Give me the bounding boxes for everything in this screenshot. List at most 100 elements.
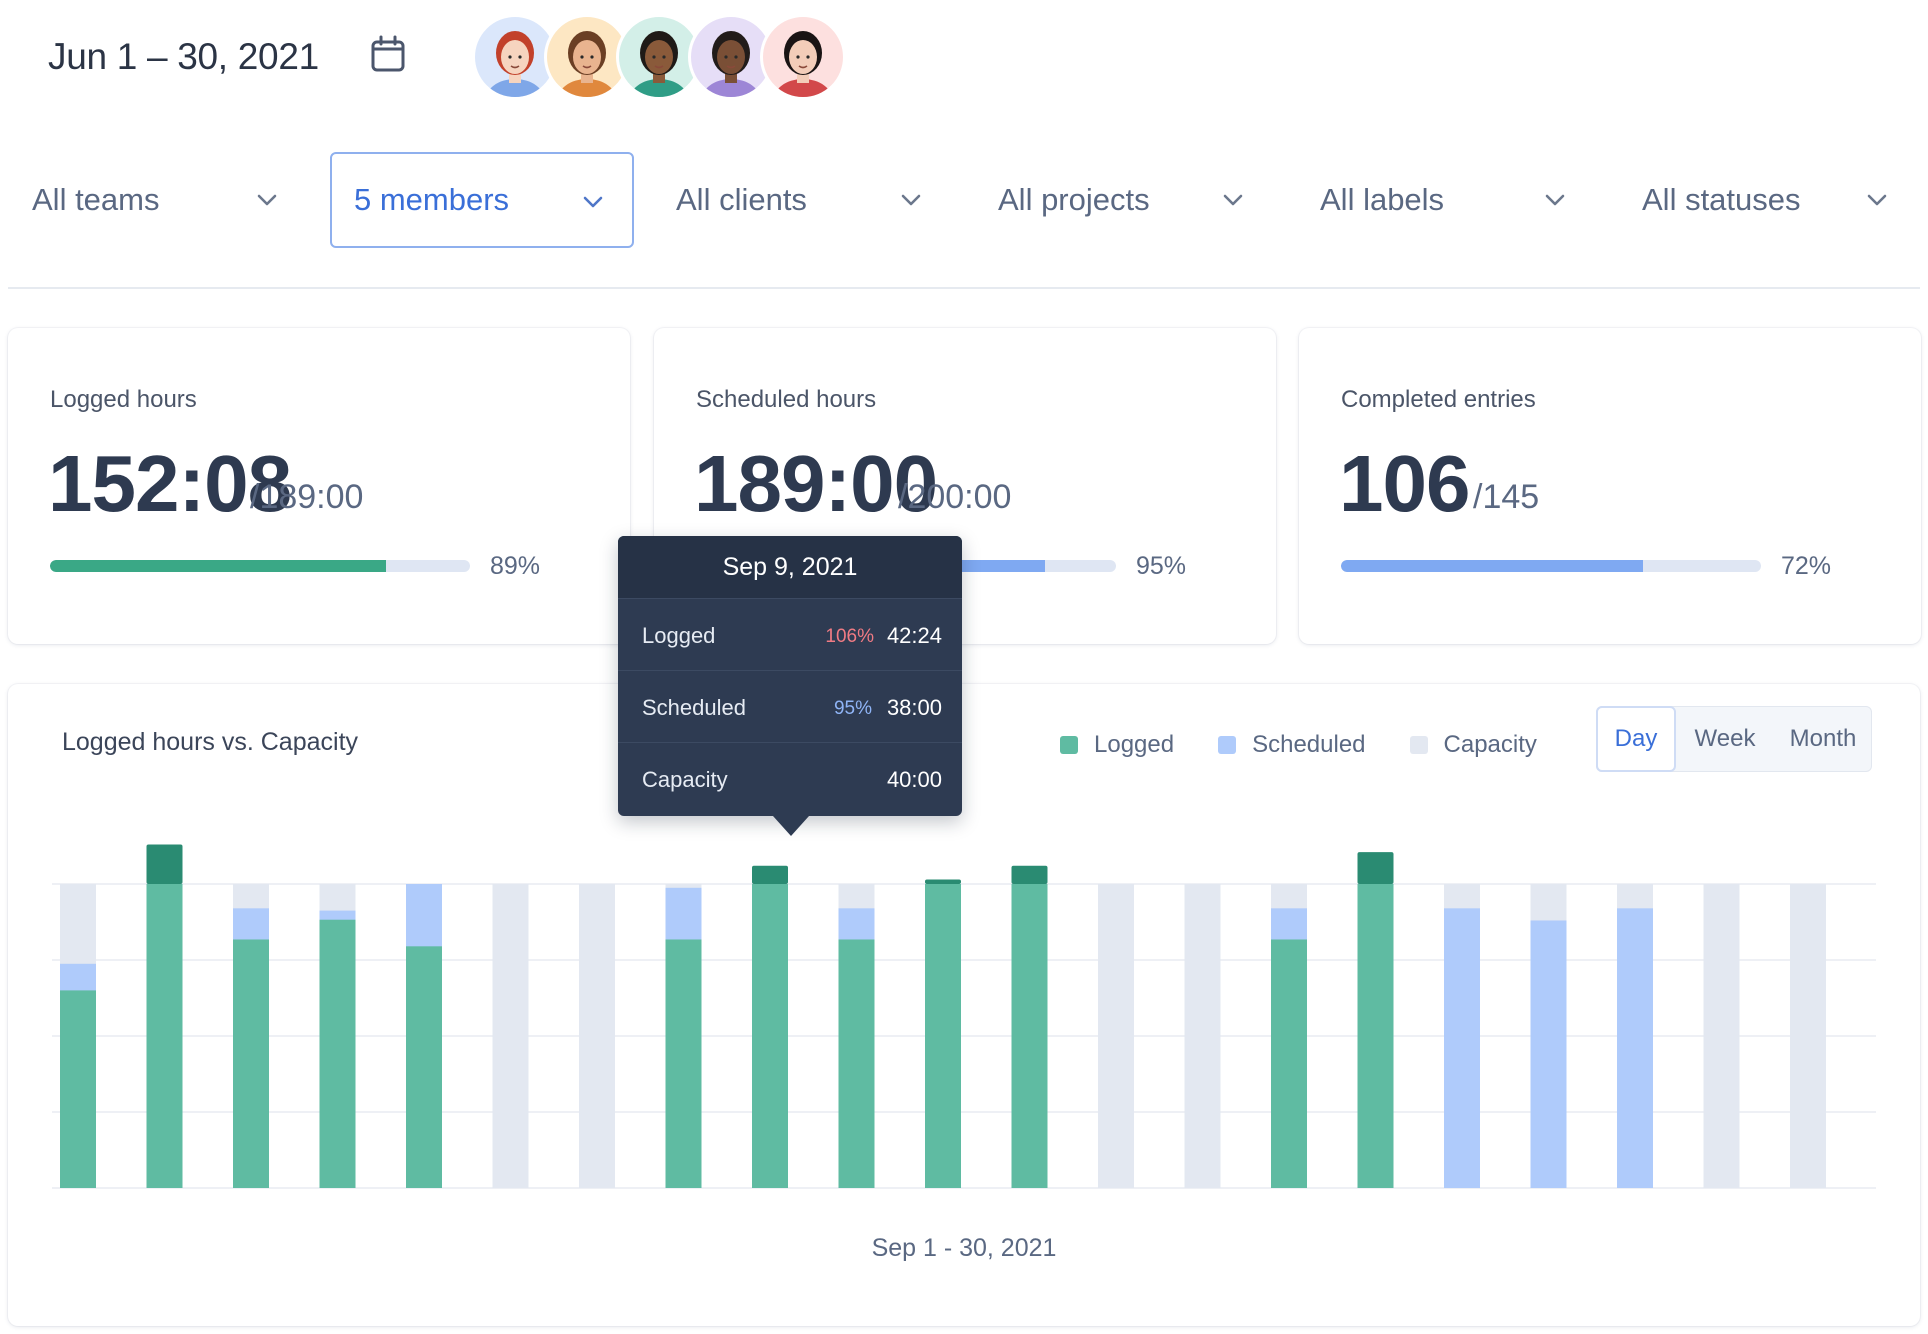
- legend-label: Logged: [1094, 731, 1175, 758]
- avatar-member-5[interactable]: [760, 14, 846, 100]
- legend-swatch: [1409, 736, 1428, 754]
- bar-capacity[interactable]: [492, 884, 529, 1188]
- progress-bar: [50, 560, 470, 572]
- avatar-member-2[interactable]: [544, 14, 630, 100]
- filter-projects-label: All projects: [998, 182, 1150, 217]
- stat-card-title: Scheduled hours: [696, 386, 877, 413]
- granularity-week-button[interactable]: Week: [1694, 725, 1756, 752]
- bar-capacity[interactable]: [1098, 884, 1134, 1188]
- legend-item-scheduled: Scheduled: [1218, 731, 1366, 759]
- chart-title: Logged hours vs. Capacity: [62, 728, 359, 756]
- tooltip-row-logged: Logged 106% 42:24: [618, 598, 962, 670]
- filter-statuses-label: All statuses: [1642, 182, 1801, 217]
- stat-card-total: /200:00: [898, 478, 1012, 516]
- legend-label: Scheduled: [1252, 731, 1366, 758]
- bar-logged[interactable]: [838, 939, 875, 1188]
- chevron-down-icon: [582, 191, 604, 213]
- bar-scheduled[interactable]: [1617, 908, 1653, 1188]
- stat-card-value: 152:08: [48, 439, 292, 528]
- bar-logged[interactable]: [1011, 884, 1048, 1188]
- legend-item-logged: Logged: [1060, 731, 1174, 759]
- granularity-day-button[interactable]: Day: [1596, 706, 1676, 772]
- filter-clients-label: All clients: [676, 182, 807, 217]
- bar-logged[interactable]: [146, 884, 183, 1188]
- filter-labels-label: All labels: [1320, 182, 1445, 217]
- bar-overtime[interactable]: [146, 844, 183, 884]
- filter-projects-dropdown[interactable]: All projects: [998, 152, 1248, 248]
- bar-chart: [52, 844, 1876, 1189]
- bar-capacity[interactable]: [1184, 884, 1221, 1188]
- chart-legend: Logged Scheduled Capacity: [1060, 730, 1581, 760]
- bar-capacity[interactable]: [579, 884, 615, 1188]
- bar-logged[interactable]: [406, 946, 442, 1188]
- avatar-member-1[interactable]: [472, 14, 558, 100]
- filter-teams-dropdown[interactable]: All teams: [32, 152, 282, 248]
- filter-teams-label: All teams: [32, 182, 160, 217]
- bar-overtime[interactable]: [925, 879, 961, 884]
- stat-card-percent: 95%: [1136, 552, 1187, 580]
- bar-logged[interactable]: [1357, 884, 1394, 1188]
- tooltip-row-percent: 106%: [825, 626, 874, 647]
- tooltip-row-value: 40:00: [886, 767, 942, 792]
- progress-bar: [1341, 560, 1761, 572]
- chevron-down-icon: [1544, 189, 1566, 211]
- tooltip-row-value: 38:00: [886, 695, 942, 720]
- stat-card-title: Completed entries: [1341, 386, 1536, 413]
- chevron-down-icon: [900, 189, 922, 211]
- tooltip-row-capacity: Capacity 40:00: [618, 742, 962, 814]
- legend-swatch: [1218, 736, 1237, 754]
- bar-scheduled[interactable]: [1530, 920, 1567, 1188]
- avatar-member-4[interactable]: [688, 14, 774, 100]
- granularity-month-button[interactable]: Month: [1789, 725, 1857, 752]
- filter-bar: All teams 5 members All clients All project…: [0, 152, 1928, 248]
- stat-card-value: 106: [1339, 439, 1470, 528]
- granularity-toggle: Day Week Month: [1596, 706, 1872, 772]
- progress-bar-fill: [50, 560, 386, 572]
- tooltip-row-percent: 95%: [833, 698, 872, 719]
- chevron-down-icon: [256, 189, 278, 211]
- tooltip-date: Sep 9, 2021: [618, 536, 962, 598]
- x-axis-caption: Sep 1 - 30, 2021: [871, 1234, 1057, 1262]
- chevron-down-icon: [1866, 189, 1888, 211]
- tooltip-row-scheduled: Scheduled 95% 38:00: [618, 670, 962, 742]
- bar-capacity[interactable]: [1790, 884, 1826, 1188]
- stat-card-title: Logged hours: [50, 386, 197, 413]
- bar-overtime[interactable]: [1011, 865, 1048, 884]
- bar-overtime[interactable]: [1357, 852, 1394, 884]
- bar-logged[interactable]: [60, 990, 96, 1188]
- stat-card-percent: 89%: [490, 552, 541, 580]
- filter-clients-dropdown[interactable]: All clients: [676, 152, 926, 248]
- divider: [8, 287, 1920, 289]
- bar-logged[interactable]: [319, 919, 356, 1188]
- filter-labels-dropdown[interactable]: All labels: [1320, 152, 1570, 248]
- bar-logged[interactable]: [233, 939, 269, 1188]
- stat-card: Completed entries 106/145 72%: [1299, 328, 1921, 644]
- tooltip-row-label: Scheduled: [642, 695, 746, 720]
- tooltip-row-label: Capacity: [642, 767, 728, 792]
- bar-capacity[interactable]: [1703, 884, 1740, 1188]
- legend-label: Capacity: [1443, 731, 1537, 758]
- filter-members-dropdown[interactable]: 5 members: [330, 152, 634, 248]
- bar-overtime[interactable]: [752, 865, 788, 884]
- stat-card-total: /145: [1473, 478, 1540, 516]
- filter-statuses-dropdown[interactable]: All statuses: [1642, 152, 1892, 248]
- chart-tooltip: Sep 9, 2021 Logged 106% 42:24 Scheduled 95% 3…: [618, 536, 962, 836]
- stat-card-value: 189:00: [694, 439, 938, 528]
- bar-logged[interactable]: [925, 884, 961, 1188]
- calendar-icon[interactable]: [368, 34, 408, 74]
- header: Jun 1 – 30, 2021: [0, 0, 1928, 120]
- date-range-label[interactable]: Jun 1 – 30, 2021: [48, 36, 319, 77]
- tooltip-row-value: 42:24: [886, 623, 942, 648]
- bar-logged[interactable]: [752, 884, 788, 1188]
- chevron-down-icon: [1222, 189, 1244, 211]
- filter-members-label: 5 members: [354, 182, 510, 217]
- stat-card-total: /189:00: [250, 478, 364, 516]
- bar-scheduled[interactable]: [1444, 908, 1480, 1188]
- legend-swatch: [1060, 736, 1078, 754]
- stat-card-percent: 72%: [1781, 552, 1832, 580]
- tooltip-row-label: Logged: [642, 623, 716, 648]
- stat-card: Logged hours 152:08/189:00 89%: [8, 328, 630, 644]
- bar-logged[interactable]: [665, 939, 702, 1188]
- progress-bar-fill: [1341, 560, 1644, 572]
- bar-logged[interactable]: [1271, 939, 1307, 1188]
